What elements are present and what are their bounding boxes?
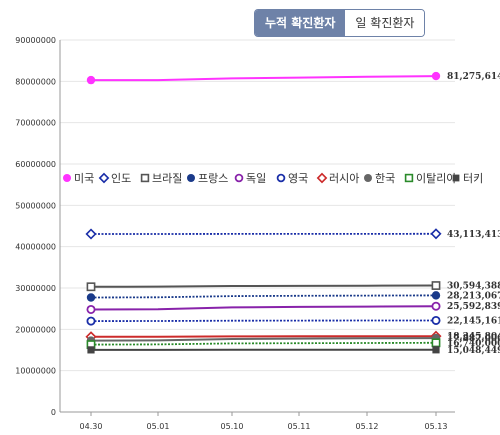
series-6: 22,145,161: [86, 315, 500, 326]
legend-marker: [63, 174, 71, 182]
series-line: [90, 294, 437, 299]
end-value-label: 22,145,161: [447, 316, 500, 326]
series-1: 81,275,614: [86, 71, 500, 85]
series-10: 15,048,449: [87, 346, 500, 356]
x-tick-label: 04.30: [80, 422, 103, 431]
legend-label: 터키: [463, 172, 483, 185]
y-tick-label: 60000000: [15, 160, 56, 169]
start-marker: [87, 346, 95, 354]
series-line: [90, 337, 437, 342]
end-value-label: 16,740,000: [447, 339, 500, 349]
end-value-label: 81,275,614: [447, 72, 500, 82]
end-marker: [431, 281, 441, 290]
series-3: 30,594,388: [86, 281, 500, 292]
start-marker: [86, 304, 96, 314]
end-marker: [430, 228, 442, 240]
y-tick-label: 0: [51, 408, 56, 417]
series-line: [90, 319, 436, 323]
start-marker: [86, 75, 96, 85]
end-marker: [432, 346, 440, 354]
x-tick-label: 05.13: [425, 422, 448, 431]
view-toggle: 누적 확진환자 일 확진환자: [254, 9, 426, 37]
series-line: [91, 75, 437, 82]
legend-marker: [452, 174, 460, 182]
series-4: 28,213,067: [86, 291, 500, 302]
legend-label: 러시아: [329, 172, 359, 185]
legend-marker: [187, 174, 195, 182]
y-tick-label: 40000000: [15, 243, 56, 252]
series-line: [90, 335, 436, 338]
legend-label: 한국: [375, 172, 395, 185]
legend-label: 이탈리아: [416, 172, 456, 185]
series-line: [90, 284, 437, 288]
y-tick-label: 80000000: [15, 77, 56, 86]
legend-label: 브라질: [152, 172, 182, 185]
series-line: [90, 341, 437, 346]
cumulative-cases-tab[interactable]: 누적 확진환자: [255, 10, 346, 36]
legend-marker: [140, 173, 150, 183]
legend-marker: [404, 173, 414, 183]
x-tick-label: 05.10: [221, 422, 244, 431]
legend-label: 미국: [74, 172, 94, 185]
x-tick-label: 05.11: [288, 422, 311, 431]
series-5: 25,592,839: [86, 301, 500, 314]
end-value-label: 30,594,388: [447, 282, 500, 292]
legend-marker: [364, 174, 372, 182]
end-marker: [431, 338, 441, 348]
end-value-label: 17,887,000: [447, 334, 500, 344]
end-value-label: 43,113,413: [447, 230, 500, 240]
end-marker: [431, 301, 441, 311]
end-marker: [431, 315, 441, 325]
end-value-label: 28,213,067: [447, 291, 500, 301]
y-tick-label: 20000000: [15, 325, 56, 334]
y-tick-label: 10000000: [15, 367, 56, 376]
start-marker: [85, 228, 97, 240]
y-tick-label: 50000000: [15, 201, 56, 210]
legend-marker: [316, 172, 328, 184]
start-marker: [86, 316, 96, 326]
legend-label: 인도: [111, 172, 131, 185]
end-value-label: 18,345,804: [447, 332, 500, 342]
daily-cases-tab[interactable]: 일 확진환자: [345, 10, 425, 36]
start-marker: [86, 293, 96, 302]
series-2: 43,113,413: [85, 228, 500, 240]
end-value-label: 25,592,839: [447, 302, 500, 312]
x-tick-label: 05.12: [356, 422, 379, 431]
legend-marker: [234, 173, 244, 183]
legend-marker: [98, 172, 110, 184]
y-tick-label: 70000000: [15, 119, 56, 128]
start-marker: [86, 282, 96, 292]
x-tick-label: 05.01: [147, 422, 170, 431]
end-marker: [431, 71, 441, 81]
end-marker: [431, 291, 441, 300]
legend-label: 영국: [288, 172, 308, 185]
y-tick-label: 30000000: [15, 284, 56, 293]
end-value-label: 15,048,449: [447, 346, 500, 356]
legend-marker: [276, 173, 286, 183]
series-line: [90, 305, 437, 311]
legend-label: 프랑스: [198, 172, 228, 185]
legend: 미국 인도 브라질 프랑스 독일 영국 러시아 한국 이탈리아 터키: [63, 171, 483, 185]
y-tick-label: 90000000: [15, 36, 56, 45]
legend-label: 독일: [246, 171, 266, 185]
